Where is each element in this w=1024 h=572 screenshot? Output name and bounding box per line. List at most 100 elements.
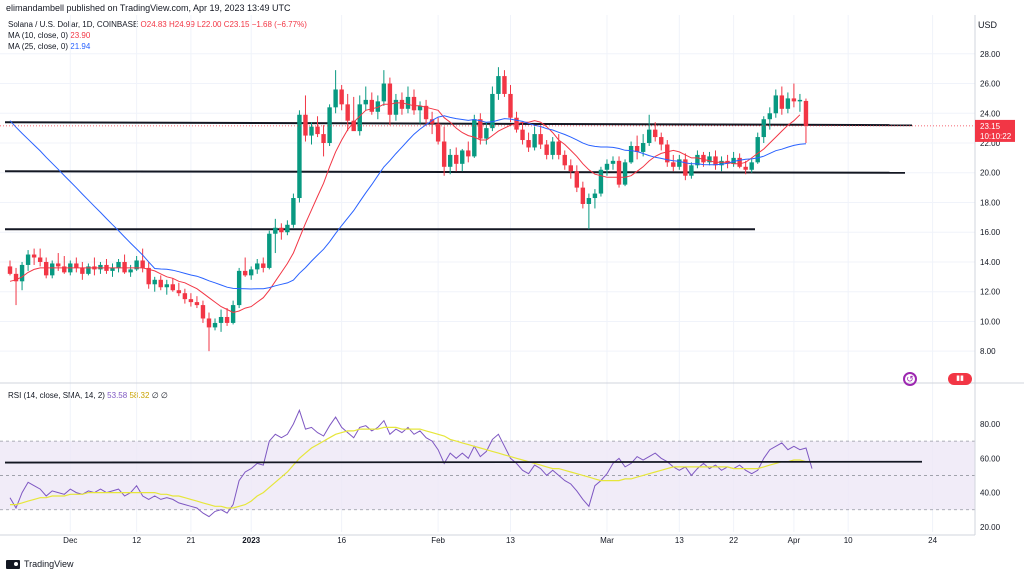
candle — [411, 89, 417, 115]
candle — [761, 116, 766, 144]
ma25-legend[interactable]: MA (25, close, 0) 21.94 — [8, 42, 90, 51]
candle — [80, 261, 85, 280]
candle — [128, 264, 133, 277]
candle — [713, 150, 718, 170]
candle — [25, 250, 31, 271]
candle-body — [785, 98, 791, 109]
candle-body — [170, 284, 176, 291]
candle-body — [134, 260, 139, 270]
price-tick-label: 14.00 — [980, 258, 1001, 267]
replay-icon[interactable]: ↺ — [903, 372, 917, 386]
candle-body — [128, 269, 133, 273]
candle — [568, 159, 573, 179]
candle — [255, 258, 260, 274]
candle — [31, 248, 37, 265]
candle-body — [454, 154, 459, 164]
candle-body — [236, 270, 242, 306]
candle-body — [393, 99, 399, 115]
ma10-legend[interactable]: MA (10, close, 0) 23.90 — [8, 31, 90, 40]
candle-body — [803, 100, 809, 126]
candle — [797, 93, 803, 112]
candle — [725, 154, 730, 169]
candle — [86, 263, 91, 276]
candle-body — [586, 198, 592, 204]
rsi-tick-label: 20.00 — [980, 523, 1001, 532]
candle-body — [50, 263, 55, 276]
candle — [321, 125, 326, 157]
candle-body — [37, 257, 43, 262]
candle — [598, 166, 604, 197]
candle — [170, 278, 176, 292]
candle-body — [399, 99, 405, 109]
candle — [496, 67, 501, 100]
candle — [345, 93, 350, 132]
candle — [460, 148, 465, 172]
candle — [182, 288, 188, 304]
candle — [315, 116, 320, 138]
candle — [309, 122, 314, 145]
candle — [580, 181, 586, 209]
candle-body — [152, 279, 157, 285]
candle-body — [466, 150, 471, 157]
candle-body — [423, 105, 429, 120]
candle — [429, 111, 435, 135]
candle-body — [574, 171, 580, 188]
candle-body — [695, 154, 700, 166]
candle — [659, 132, 664, 151]
candle-body — [351, 120, 356, 132]
candle-body — [604, 163, 610, 170]
candle-body — [110, 267, 115, 271]
candle — [273, 218, 278, 254]
candle-body — [665, 144, 670, 163]
candle-body — [381, 83, 387, 102]
candle-body — [441, 141, 447, 167]
candle-body — [616, 160, 622, 185]
candle — [176, 282, 182, 297]
candle — [785, 92, 791, 114]
candle — [454, 147, 459, 172]
candle-body — [417, 105, 423, 111]
candle — [152, 276, 157, 292]
candle-body — [496, 76, 501, 94]
candle — [435, 117, 441, 145]
candle — [779, 86, 785, 115]
candle — [478, 113, 483, 145]
candle — [502, 70, 507, 97]
candle-body — [580, 187, 586, 204]
candle-body — [188, 299, 194, 303]
candle — [387, 77, 393, 126]
ma10-line — [9, 102, 801, 314]
candle-body — [592, 193, 598, 199]
candle — [327, 104, 332, 146]
candle-body — [761, 119, 766, 138]
candle-body — [689, 165, 694, 176]
candle-body — [435, 123, 441, 142]
candle — [490, 86, 495, 132]
candle-body — [749, 162, 754, 170]
candle-body — [707, 156, 712, 163]
candle — [37, 248, 43, 267]
candle-body — [86, 266, 91, 274]
symbol-legend[interactable]: Solana / U.S. Dollar, 1D, COINBASE O24.8… — [8, 20, 307, 29]
candle — [158, 275, 163, 291]
axes: 28.00 26.00 24.00 22.00 20.00 18.00 16.00 14.00… — [0, 15, 1024, 545]
candle — [399, 92, 405, 115]
rsi-tick-label: 40.00 — [980, 489, 1001, 498]
candle — [194, 296, 200, 309]
candle-body — [363, 99, 368, 105]
candle — [441, 126, 447, 176]
flag-icon[interactable]: ▮▮ — [948, 373, 972, 385]
price-tick-label: 8.00 — [980, 347, 996, 356]
candle-body — [140, 260, 145, 268]
price-tick-label: 22.00 — [980, 139, 1001, 148]
candle-body — [568, 165, 573, 172]
candle — [140, 248, 145, 273]
rsi-legend[interactable]: RSI (14, close, SMA, 14, 2) 53.58 58.32 … — [8, 391, 168, 400]
candle — [556, 134, 561, 160]
candle-body — [267, 233, 272, 268]
candle — [803, 98, 809, 144]
candle — [249, 266, 254, 280]
candle-body — [230, 305, 236, 323]
candle-body — [743, 166, 748, 170]
